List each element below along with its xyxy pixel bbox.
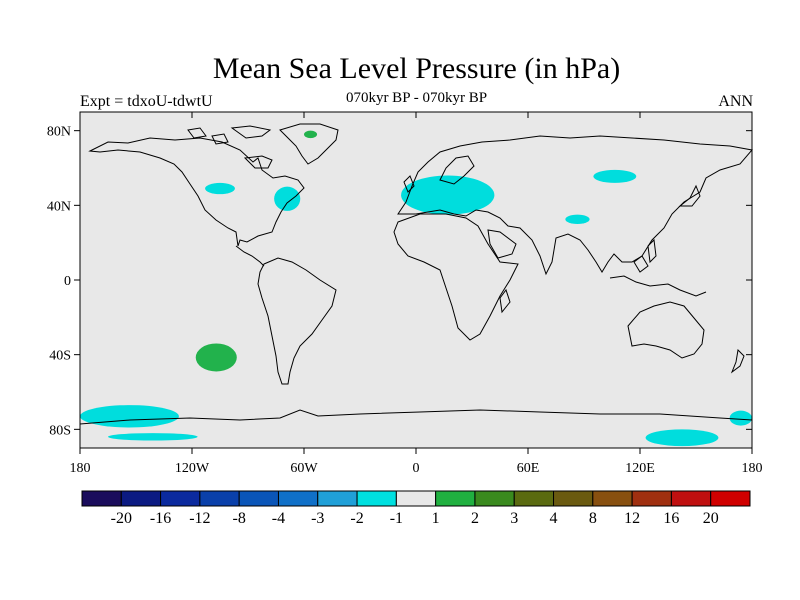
anomaly-us-east bbox=[274, 186, 301, 211]
coastline-madagascar bbox=[499, 288, 511, 314]
colorbar-label: -3 bbox=[311, 510, 324, 527]
anomaly-south-pacific bbox=[195, 343, 237, 372]
y-tick-label: 40N bbox=[47, 199, 71, 214]
coastline-arctic-islands bbox=[187, 125, 272, 145]
coastline-new-zealand bbox=[730, 348, 745, 374]
colorbar-swatch bbox=[474, 490, 515, 507]
colorbar-label: 20 bbox=[703, 510, 719, 527]
x-tick-label: 180 bbox=[70, 461, 91, 476]
x-tick-label: 0 bbox=[413, 461, 420, 476]
colorbar-swatch bbox=[160, 490, 201, 507]
anomaly-antarctic-ross bbox=[108, 433, 198, 441]
coastline-greenland bbox=[279, 123, 339, 165]
colorbar-swatch bbox=[120, 490, 162, 507]
x-tick-label: 60W bbox=[290, 461, 318, 476]
colorbar-label: 16 bbox=[663, 510, 679, 527]
y-tick-label: 80N bbox=[47, 125, 71, 140]
anomaly-europe bbox=[401, 175, 495, 215]
y-tick-label: 40S bbox=[49, 349, 71, 364]
colorbar-label: -20 bbox=[111, 510, 132, 527]
season-label: ANN bbox=[718, 93, 753, 110]
x-tick-label: 120W bbox=[175, 461, 210, 476]
colorbar-label: 1 bbox=[432, 510, 440, 527]
y-tick-label: 0 bbox=[64, 274, 71, 289]
colorbar-label: 4 bbox=[550, 510, 558, 527]
x-tick-label: 60E bbox=[517, 461, 540, 476]
experiment-label: Expt = tdxoU-tdwtU bbox=[80, 93, 213, 110]
colorbar-label: -2 bbox=[350, 510, 363, 527]
coastline-africa bbox=[393, 213, 519, 341]
coastline-arabia bbox=[487, 229, 517, 259]
colorbar-swatch bbox=[553, 490, 594, 507]
colorbar-swatch bbox=[592, 490, 633, 507]
anomaly-tibet bbox=[565, 214, 590, 224]
coastline-japan bbox=[678, 184, 701, 207]
x-tick-label: 180 bbox=[742, 461, 763, 476]
x-tick-label: 120E bbox=[625, 461, 655, 476]
colorbar-swatch bbox=[199, 490, 240, 507]
anomaly-antarctic-pacific bbox=[79, 405, 179, 428]
colorbar-label: -4 bbox=[272, 510, 285, 527]
coastline-se-asia-islands bbox=[609, 238, 707, 297]
coastline-south-america bbox=[257, 257, 337, 385]
anomaly-greenland bbox=[304, 130, 318, 139]
coastline-scandinavia bbox=[439, 155, 475, 185]
y-tick-label: 80S bbox=[49, 423, 71, 438]
colorbar-label: 3 bbox=[510, 510, 518, 527]
colorbar-swatch bbox=[238, 490, 279, 507]
x-axis: 180 120W 60W 0 60E 120E 180 bbox=[70, 112, 763, 476]
y-axis: 80N 40N 0 40S 80S bbox=[47, 125, 752, 438]
coastline-antarctica bbox=[79, 409, 753, 425]
colorbar-swatch bbox=[513, 490, 555, 507]
map-subtitle: 070kyr BP - 070kyr BP bbox=[345, 90, 488, 106]
anomaly-antarctic-wilkes bbox=[645, 429, 719, 447]
coastline-australia bbox=[627, 301, 705, 359]
colorbar-label: -1 bbox=[390, 510, 403, 527]
colorbar-swatch bbox=[631, 490, 672, 507]
coastline-hudson-bay bbox=[243, 155, 273, 169]
map-frame-background bbox=[80, 112, 752, 448]
map-title: Mean Sea Level Pressure (in hPa) bbox=[212, 52, 621, 85]
coastline-central-america bbox=[235, 245, 265, 267]
colorbar-swatch bbox=[356, 490, 397, 507]
colorbar-swatch bbox=[435, 490, 476, 507]
colorbar: -20 -16 -12 -8 -4 -3 -2 -1 1 2 3 4 8 12 16 20 bbox=[81, 490, 751, 527]
coastline-uk bbox=[403, 175, 415, 193]
colorbar-label: -8 bbox=[233, 510, 246, 527]
colorbar-swatch bbox=[277, 490, 319, 507]
colorbar-swatch bbox=[710, 490, 751, 507]
colorbar-label: 8 bbox=[589, 510, 597, 527]
colorbar-swatch bbox=[395, 490, 437, 507]
colorbar-label: -16 bbox=[150, 510, 171, 527]
colorbar-label: 12 bbox=[624, 510, 640, 527]
coastlines bbox=[79, 123, 753, 425]
coastline-north-america bbox=[88, 137, 305, 247]
anomaly-north-atlantic bbox=[205, 182, 235, 195]
anomaly-central-asia bbox=[593, 169, 637, 183]
anomaly-antarctic-east bbox=[729, 410, 752, 426]
colorbar-swatch bbox=[81, 490, 122, 507]
anomaly-layer bbox=[79, 130, 752, 447]
colorbar-swatch bbox=[670, 490, 712, 507]
colorbar-label: -12 bbox=[189, 510, 210, 527]
colorbar-label: 2 bbox=[471, 510, 479, 527]
colorbar-swatch bbox=[317, 490, 358, 507]
